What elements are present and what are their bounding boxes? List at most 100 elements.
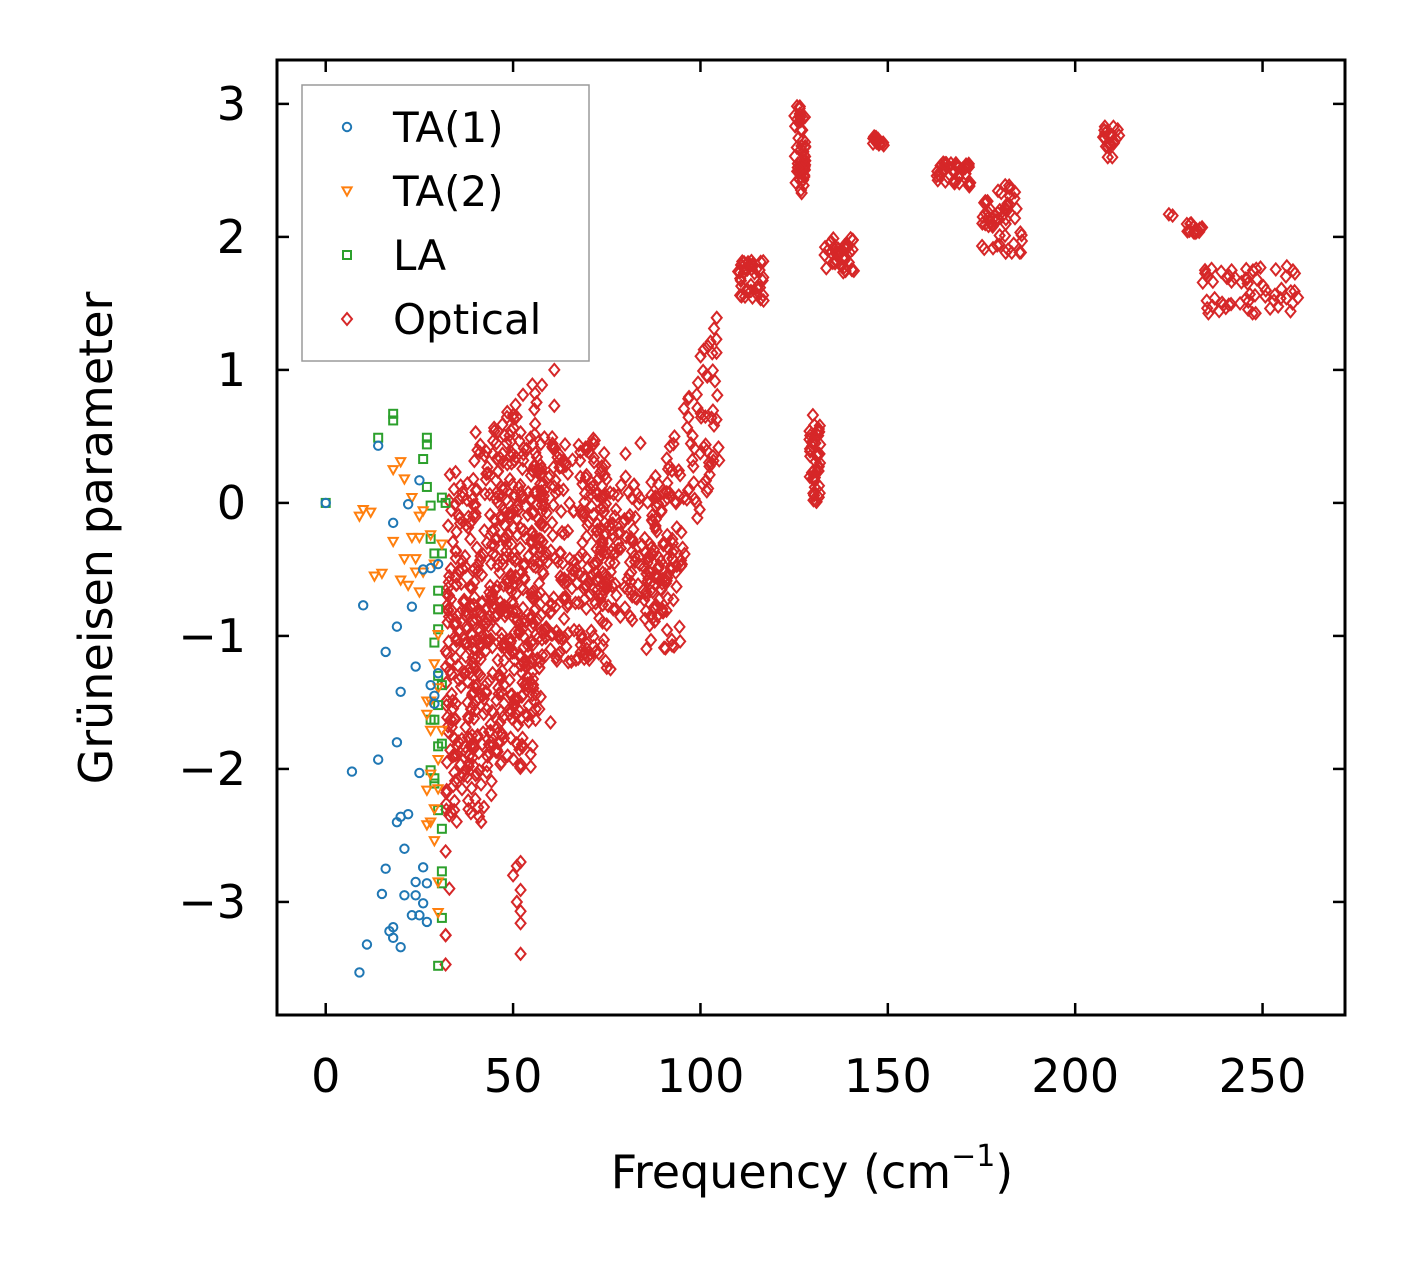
data-point [409,567,422,579]
data-point [614,540,628,556]
data-point [440,709,454,726]
data-point [354,967,365,978]
data-point [699,409,712,425]
data-point [506,603,519,620]
series-optical [439,98,1305,973]
data-point [977,241,991,257]
data-point [526,377,539,393]
data-point [505,455,518,471]
data-point [1196,274,1210,291]
data-point [640,641,653,657]
data-point [608,555,621,571]
data-point [689,494,703,510]
data-point [932,167,946,184]
data-point [575,631,589,647]
data-point [609,501,623,518]
data-point [1248,287,1262,303]
data-point [661,461,675,477]
data-point [500,549,513,565]
data-point [435,725,449,738]
data-point [580,528,593,545]
data-point [483,486,497,502]
data-point [464,805,478,821]
data-point [579,600,593,617]
data-point [414,767,425,779]
data-point [793,100,806,117]
data-point [1268,287,1282,303]
data-point [401,580,415,593]
data-point [734,273,748,289]
data-point [433,624,444,635]
data-point [484,556,498,572]
data-point [376,888,388,900]
data-point [654,504,668,520]
data-point [547,590,560,606]
data-point [465,634,479,650]
data-point [387,932,399,944]
data-point [485,773,498,789]
data-point [534,532,548,548]
data-point [557,611,571,627]
data-point [441,602,455,618]
data-point [515,737,529,753]
x-tick-label: 150 [844,1049,932,1103]
data-point [490,450,504,466]
data-point [605,521,618,537]
data-point [443,467,457,483]
data-point [449,542,463,558]
data-point [357,600,369,611]
data-point [516,387,530,403]
data-point [431,877,445,889]
data-point [449,650,462,666]
data-point [680,491,694,507]
data-point [1003,188,1017,204]
data-point [467,736,480,752]
data-point [675,524,688,540]
data-point [579,577,593,593]
data-point [1246,305,1259,321]
data-point [510,894,524,910]
data-point [793,98,807,115]
data-point [492,686,505,702]
data-point [571,651,585,667]
data-point [514,882,527,898]
data-point [559,454,572,470]
data-point [483,578,497,594]
data-point [494,508,508,524]
data-point [431,755,445,767]
data-point [508,624,522,640]
y-axis-label: Grüneisen parameter [69,291,123,784]
data-point [517,569,531,586]
data-point [1241,302,1255,318]
data-point [471,799,485,815]
data-point [592,470,606,486]
data-point [510,858,524,874]
data-point [425,679,436,691]
data-point [416,506,430,518]
data-point [433,960,444,971]
data-point [507,644,521,660]
data-point [623,567,636,583]
data-point [581,560,595,576]
data-point [812,458,826,474]
data-point [446,748,460,764]
data-point [792,114,805,130]
data-point [605,578,619,594]
data-point [503,471,517,487]
data-point [1280,290,1293,306]
data-point [394,575,407,587]
data-point [688,440,701,457]
data-point [566,452,579,468]
data-point [656,604,670,620]
data-point [468,589,481,605]
data-point [1206,298,1219,314]
data-point [982,218,995,234]
data-point [444,711,458,727]
data-point [750,261,763,277]
data-point [496,481,509,497]
data-point [514,477,527,493]
data-point [421,916,433,928]
data-point [507,411,521,427]
data-point [421,878,433,889]
data-point [1239,261,1253,277]
